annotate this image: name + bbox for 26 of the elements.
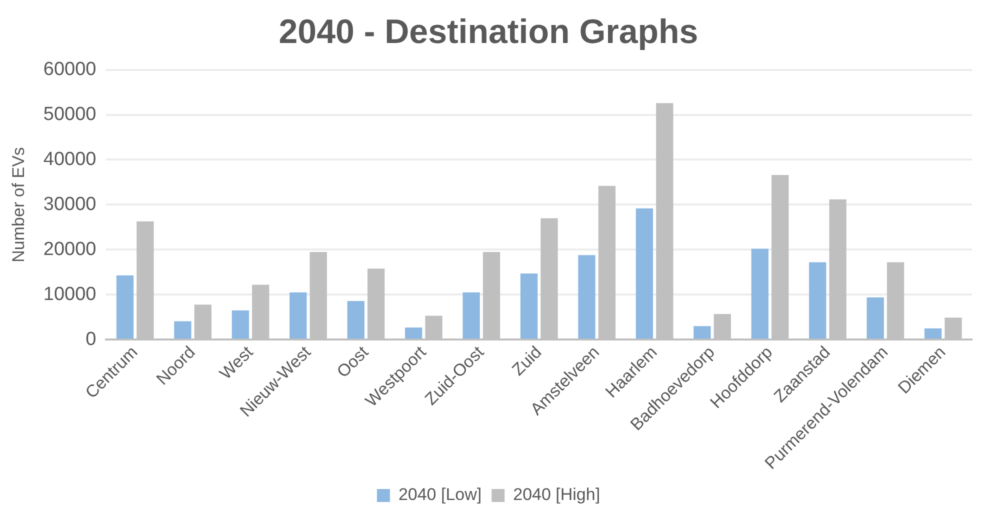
y-tick-label: 0 (86, 328, 96, 350)
bar (462, 292, 480, 339)
y-tick-label: 60000 (43, 59, 96, 80)
bar (751, 248, 768, 339)
bar (290, 292, 307, 339)
bar (694, 326, 711, 339)
bar (347, 300, 364, 339)
bar (866, 297, 884, 339)
bar (636, 208, 654, 339)
bar (174, 321, 192, 339)
bar (578, 255, 596, 339)
bar (116, 275, 134, 339)
chart-title: 2040 - Destination Graphs (278, 12, 698, 51)
bar (924, 328, 942, 339)
y-tick-label: 10000 (43, 284, 96, 305)
bar (809, 262, 826, 339)
y-tick-label: 40000 (43, 148, 96, 170)
bar (232, 310, 250, 339)
y-tick-label: 50000 (43, 104, 96, 126)
y-tick-label: 20000 (43, 238, 96, 260)
y-tick-label: 30000 (43, 194, 96, 215)
bar (520, 274, 538, 339)
y-axis-title: Number of EVs (8, 147, 28, 262)
legend-label: 2040 [Low] (398, 485, 482, 504)
legend-label: 2040 [High] (513, 485, 600, 504)
bar (404, 328, 422, 339)
